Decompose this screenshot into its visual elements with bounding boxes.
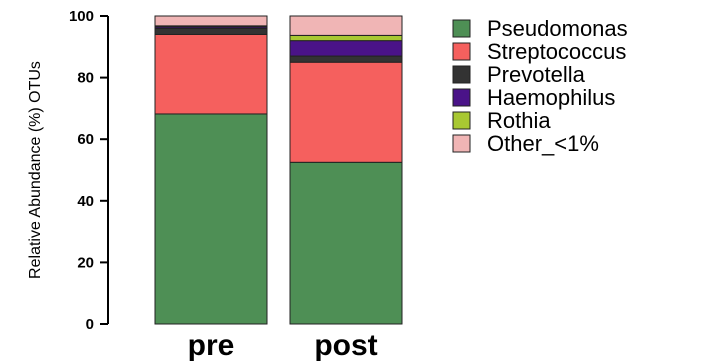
y-tick-label: 40 xyxy=(77,193,94,210)
bars-group xyxy=(154,15,403,325)
y-tick-label: 80 xyxy=(77,70,94,87)
legend-label: Pseudomonas xyxy=(487,16,628,41)
bar-segment xyxy=(289,55,403,63)
legend-label: Streptococcus xyxy=(487,39,626,64)
bar-segment xyxy=(154,27,268,35)
category-labels: pre post xyxy=(188,329,378,362)
y-tick-label: 0 xyxy=(86,316,94,333)
legend-swatch xyxy=(452,134,471,153)
legend-label: Other_<1% xyxy=(487,131,599,156)
legend-swatch xyxy=(452,88,471,107)
bar-segment xyxy=(154,113,268,325)
bar-segment xyxy=(289,15,403,36)
y-tick-label: 20 xyxy=(77,254,94,271)
legend-label: Rothia xyxy=(487,108,551,133)
legend-label: Prevotella xyxy=(487,62,586,87)
legend: PseudomonasStreptococcusPrevotellaHaemop… xyxy=(452,16,628,156)
bar-segment xyxy=(154,33,268,115)
legend-swatch xyxy=(452,111,471,130)
legend-label: Haemophilus xyxy=(487,85,615,110)
category-label: post xyxy=(314,329,377,362)
category-label: pre xyxy=(188,329,235,362)
bar-segment xyxy=(154,15,268,27)
legend-swatch xyxy=(452,42,471,61)
bar-segment xyxy=(289,61,403,163)
bar-segment xyxy=(289,40,403,57)
legend-swatch xyxy=(452,19,471,38)
bar-segment xyxy=(289,161,403,325)
y-axis: 0 20 40 60 80 100 xyxy=(69,8,109,333)
legend-swatch xyxy=(452,65,471,84)
y-axis-title: Relative Abundance (%) OTUs xyxy=(27,61,44,279)
y-tick-label: 60 xyxy=(77,131,94,148)
bar-segment xyxy=(289,34,403,42)
y-tick-label: 100 xyxy=(69,8,94,25)
